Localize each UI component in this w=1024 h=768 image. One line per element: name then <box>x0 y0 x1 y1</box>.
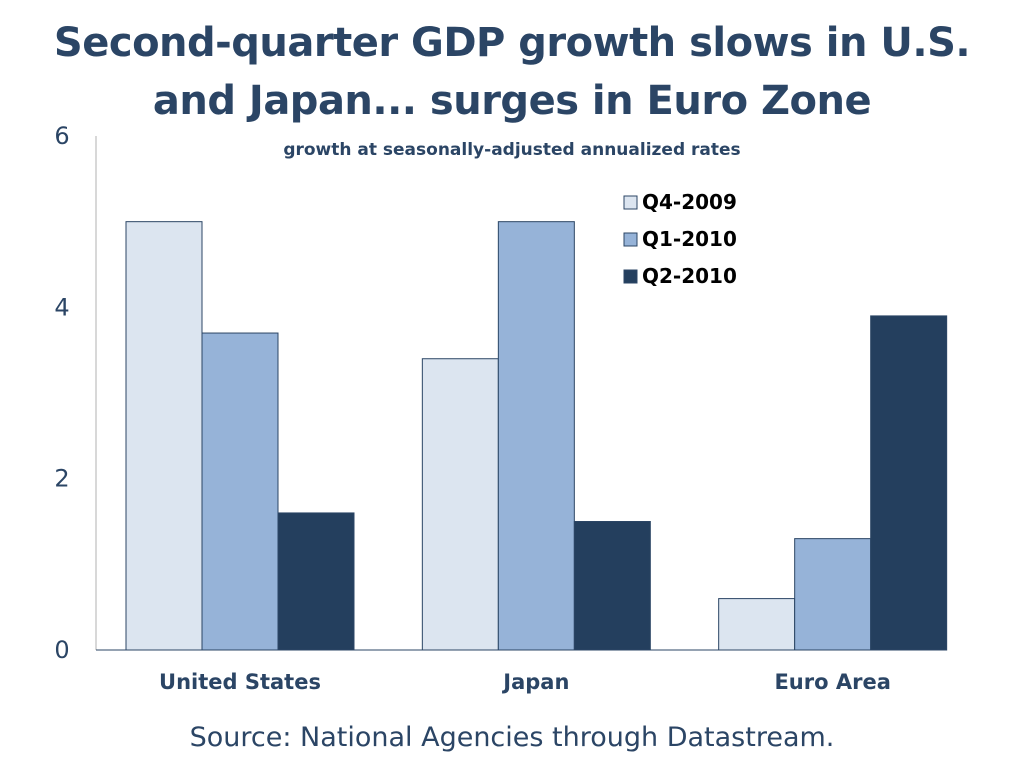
legend-swatch <box>623 195 638 210</box>
y-tick-label: 6 <box>54 122 69 150</box>
bar-q2-2010-united-states <box>277 512 355 651</box>
legend-label: Q2-2010 <box>642 264 737 288</box>
legend-swatch <box>623 269 638 284</box>
x-category-label: Japan <box>501 670 569 694</box>
y-tick-label: 0 <box>54 636 69 664</box>
x-category-label: United States <box>159 670 321 694</box>
y-tick-label: 4 <box>54 293 69 321</box>
y-tick-label: 2 <box>54 465 69 493</box>
bars-layer <box>125 221 948 651</box>
bar-q2-2010-japan <box>573 521 651 651</box>
legend-label: Q1-2010 <box>642 227 737 251</box>
x-category-label: Euro Area <box>774 670 890 694</box>
bar-q4-2009-japan <box>421 358 499 651</box>
legend-label: Q4-2009 <box>642 190 737 214</box>
bar-q1-2010-euro-area <box>794 538 872 651</box>
bar-q4-2009-united-states <box>125 221 203 651</box>
legend-swatch <box>623 232 638 247</box>
bar-q2-2010-euro-area <box>870 315 948 651</box>
chart-title-line-2: and Japan... surges in Euro Zone <box>152 78 872 124</box>
bar-q4-2009-euro-area <box>718 598 796 651</box>
bar-q1-2010-united-states <box>201 332 279 651</box>
labels-layer: United States Japan Euro Area <box>159 670 891 694</box>
chart-title-line-1: Second-quarter GDP growth slows in U.S. <box>53 20 971 66</box>
chart-subtitle: growth at seasonally-adjusted annualized… <box>283 140 741 160</box>
legend: Q4-2009 Q1-2010 Q2-2010 <box>623 190 737 288</box>
bar-q1-2010-japan <box>497 221 575 651</box>
source-note: Source: National Agencies through Datast… <box>189 722 835 753</box>
